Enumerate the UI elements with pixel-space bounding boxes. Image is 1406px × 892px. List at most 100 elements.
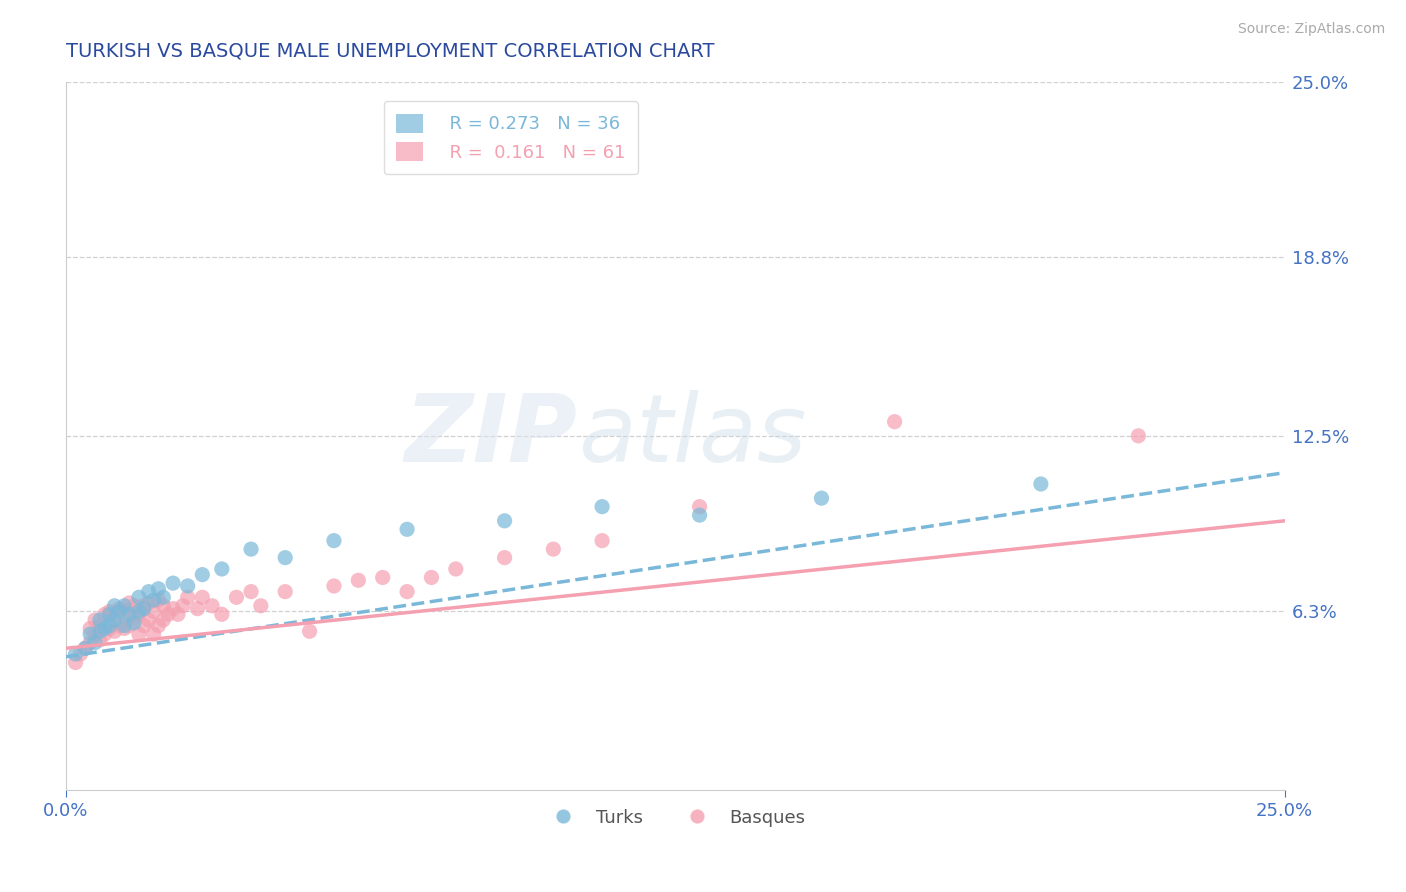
Point	[65, 647, 87, 661]
Point	[84, 613, 107, 627]
Point	[396, 584, 419, 599]
Point	[167, 607, 190, 622]
Point	[211, 562, 233, 576]
Point	[103, 607, 125, 622]
Point	[172, 599, 194, 613]
Point	[240, 542, 263, 557]
Point	[543, 542, 565, 557]
Point	[201, 599, 224, 613]
Point	[118, 596, 141, 610]
Point	[98, 604, 121, 618]
Point	[89, 632, 111, 647]
Point	[591, 533, 613, 548]
Point	[75, 641, 97, 656]
Point	[108, 601, 131, 615]
Point	[128, 607, 150, 622]
Point	[347, 574, 370, 588]
Point	[128, 604, 150, 618]
Point	[274, 550, 297, 565]
Point	[162, 576, 184, 591]
Point	[138, 596, 160, 610]
Point	[323, 533, 346, 548]
Point	[118, 618, 141, 632]
Text: Source: ZipAtlas.com: Source: ZipAtlas.com	[1237, 22, 1385, 37]
Point	[118, 607, 141, 622]
Point	[191, 567, 214, 582]
Point	[98, 607, 121, 622]
Text: atlas: atlas	[578, 391, 806, 482]
Point	[128, 627, 150, 641]
Point	[186, 601, 208, 615]
Point	[157, 607, 180, 622]
Point	[75, 641, 97, 656]
Point	[112, 622, 135, 636]
Text: TURKISH VS BASQUE MALE UNEMPLOYMENT CORRELATION CHART: TURKISH VS BASQUE MALE UNEMPLOYMENT CORR…	[66, 42, 714, 61]
Point	[274, 584, 297, 599]
Point	[191, 591, 214, 605]
Point	[1029, 477, 1052, 491]
Point	[420, 570, 443, 584]
Point	[89, 624, 111, 639]
Point	[89, 613, 111, 627]
Point	[211, 607, 233, 622]
Point	[152, 613, 174, 627]
Point	[122, 610, 145, 624]
Point	[79, 627, 101, 641]
Point	[122, 599, 145, 613]
Point	[84, 627, 107, 641]
Point	[152, 591, 174, 605]
Point	[494, 514, 516, 528]
Point	[689, 500, 711, 514]
Point	[103, 599, 125, 613]
Point	[148, 618, 170, 632]
Point	[112, 599, 135, 613]
Point	[1128, 429, 1150, 443]
Point	[689, 508, 711, 523]
Legend: Turks, Basques: Turks, Basques	[538, 802, 813, 834]
Point	[323, 579, 346, 593]
Point	[396, 522, 419, 536]
Point	[142, 627, 165, 641]
Point	[94, 607, 117, 622]
Point	[103, 613, 125, 627]
Point	[98, 622, 121, 636]
Point	[132, 601, 155, 615]
Point	[84, 635, 107, 649]
Point	[128, 591, 150, 605]
Point	[152, 599, 174, 613]
Point	[176, 591, 198, 605]
Point	[122, 615, 145, 630]
Point	[89, 618, 111, 632]
Point	[79, 622, 101, 636]
Point	[494, 550, 516, 565]
Point	[79, 635, 101, 649]
Point	[103, 624, 125, 639]
Point	[112, 618, 135, 632]
Point	[591, 500, 613, 514]
Point	[138, 584, 160, 599]
Point	[132, 618, 155, 632]
Point	[132, 599, 155, 613]
Point	[225, 591, 247, 605]
Point	[444, 562, 467, 576]
Point	[108, 604, 131, 618]
Point	[142, 593, 165, 607]
Point	[148, 593, 170, 607]
Point	[138, 613, 160, 627]
Point	[883, 415, 905, 429]
Point	[69, 647, 91, 661]
Point	[108, 618, 131, 632]
Point	[162, 601, 184, 615]
Point	[810, 491, 832, 505]
Point	[250, 599, 273, 613]
Point	[148, 582, 170, 596]
Point	[98, 618, 121, 632]
Point	[142, 604, 165, 618]
Point	[65, 656, 87, 670]
Point	[112, 604, 135, 618]
Point	[298, 624, 321, 639]
Point	[240, 584, 263, 599]
Point	[94, 622, 117, 636]
Point	[176, 579, 198, 593]
Text: ZIP: ZIP	[405, 390, 578, 482]
